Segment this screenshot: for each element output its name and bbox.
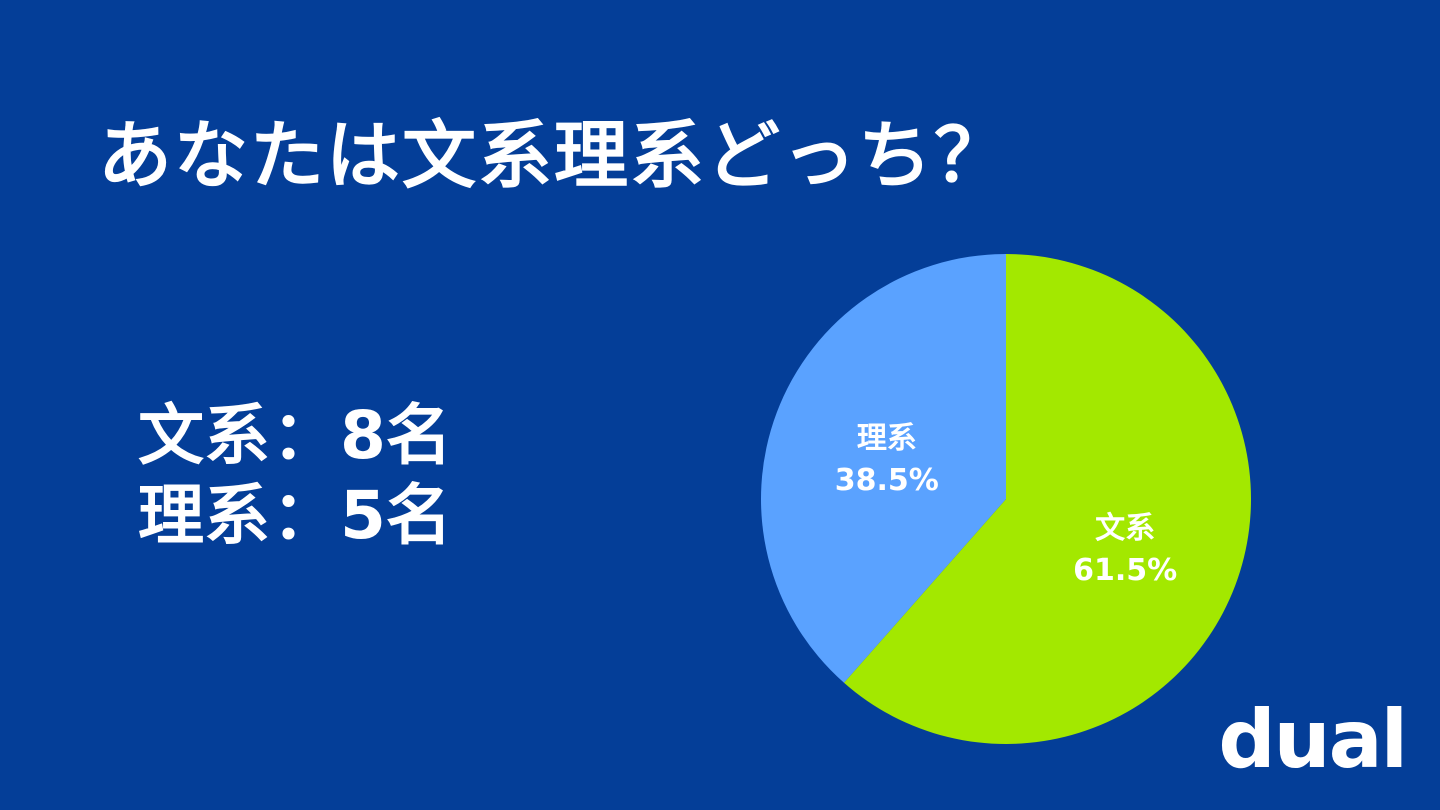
page-title: あなたは文系理系どっち？ <box>98 113 1010 199</box>
slice-name-label: 理系 <box>857 421 917 456</box>
count-label: 文系 <box>138 397 270 474</box>
count-summary: 文系：8名 理系：5名 <box>138 396 452 556</box>
count-separator: ： <box>272 397 338 474</box>
slice-percent-label: 61.5% <box>1073 553 1177 588</box>
count-row-rikei: 理系：5名 <box>138 476 452 556</box>
count-label: 理系 <box>138 477 270 554</box>
count-separator: ： <box>272 477 338 554</box>
count-value: 5名 <box>340 477 452 554</box>
pie-slice-1 <box>761 253 1006 683</box>
count-row-bunkei: 文系：8名 <box>138 396 452 476</box>
slice-percent-label: 38.5% <box>835 463 939 498</box>
count-value: 8名 <box>340 397 452 474</box>
dual-logo: dual <box>1218 693 1408 786</box>
pie-slice-0 <box>843 254 1251 744</box>
slice-name-label: 文系 <box>1095 511 1155 546</box>
